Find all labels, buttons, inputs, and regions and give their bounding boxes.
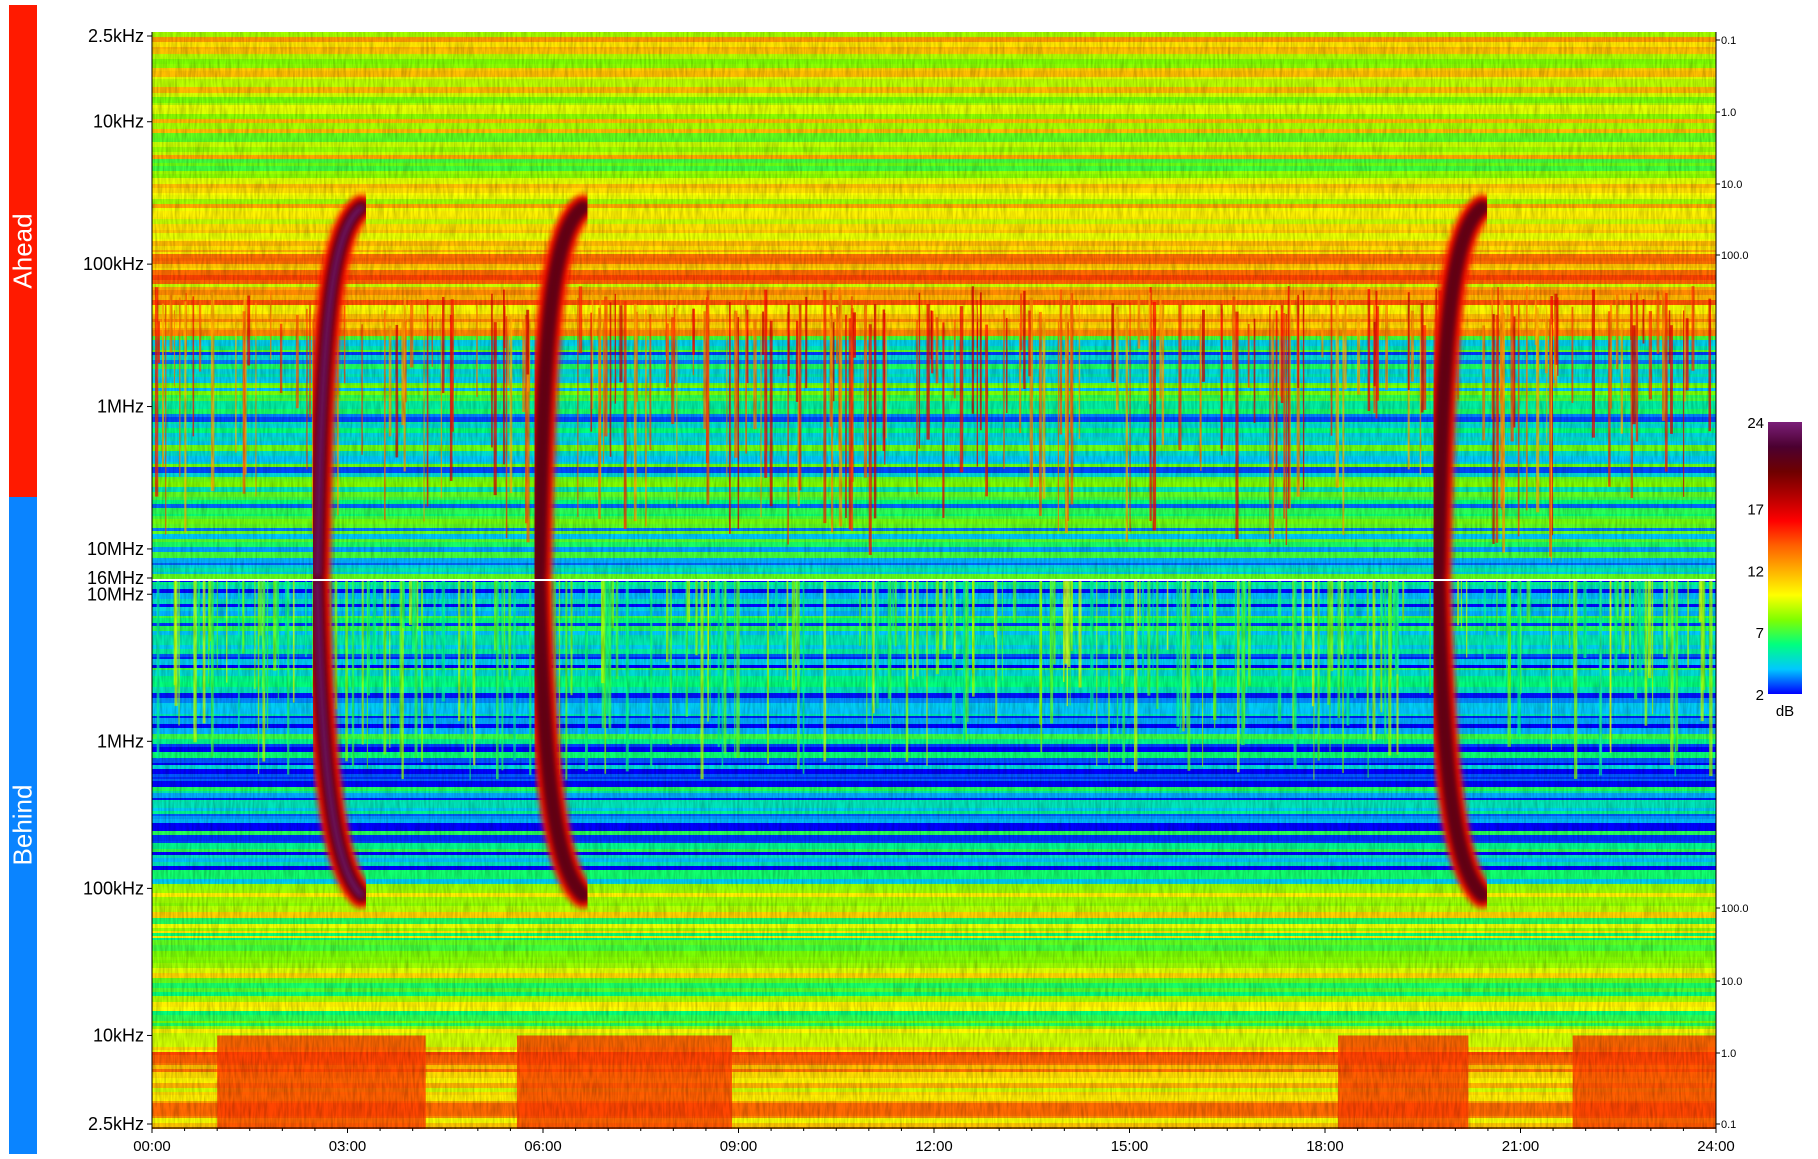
y-tick-label: 1MHz [97,397,144,417]
colorbar-unit-label: dB [1776,703,1794,720]
colorbar-tick-label: 24 [1747,415,1764,432]
right-axis-tick-label: 100.0 [1721,250,1749,262]
colorbar [1768,422,1802,694]
y-tick-label: 100kHz [83,254,144,274]
right-axis-tick-label: 1.0 [1721,107,1736,119]
x-tick-label: 18:00 [1306,1138,1344,1155]
right-axis-tick-label: 0.1 [1721,1119,1736,1131]
y-tick-label: 10kHz [93,112,144,132]
colorbar-tick-label: 2 [1756,687,1764,704]
y-tick-label: 10MHz [87,539,144,559]
spectrogram-plot-area [152,32,1716,1129]
y-tick-label: 1MHz [97,731,144,751]
x-tick-label: 24:00 [1697,1138,1735,1155]
x-tick-label: 12:00 [915,1138,953,1155]
x-tick-label: 21:00 [1502,1138,1540,1155]
burst-feature [315,205,364,898]
colorbar-tick-label: 7 [1756,625,1764,642]
y-tick-label: 10MHz [87,584,144,604]
x-tick-label: 06:00 [524,1138,562,1155]
burst-feature [1436,205,1485,898]
colorbar-tick-label: 12 [1747,563,1764,580]
y-tick-label: 16MHz [87,568,144,588]
ahead-panel-bar [9,5,37,497]
y-tick-label: 100kHz [83,878,144,898]
right-axis-tick-label: 10.0 [1721,976,1742,988]
y-tick-label: 2.5kHz [88,1114,144,1134]
right-axis-tick-label: 10.0 [1721,179,1742,191]
right-axis-tick-label: 1.0 [1721,1048,1736,1060]
y-tick-label: 2.5kHz [88,26,144,46]
right-axis-tick-label: 100.0 [1721,903,1749,915]
right-axis-tick-label: 0.1 [1721,35,1736,47]
x-tick-label: 09:00 [720,1138,758,1155]
colorbar-tick-label: 17 [1747,502,1764,519]
y-tick-label: 10kHz [93,1025,144,1045]
behind-panel-bar [9,497,37,1154]
x-tick-label: 15:00 [1111,1138,1149,1155]
burst-feature [537,205,585,898]
x-tick-label: 00:00 [133,1138,171,1155]
x-tick-label: 03:00 [329,1138,367,1155]
